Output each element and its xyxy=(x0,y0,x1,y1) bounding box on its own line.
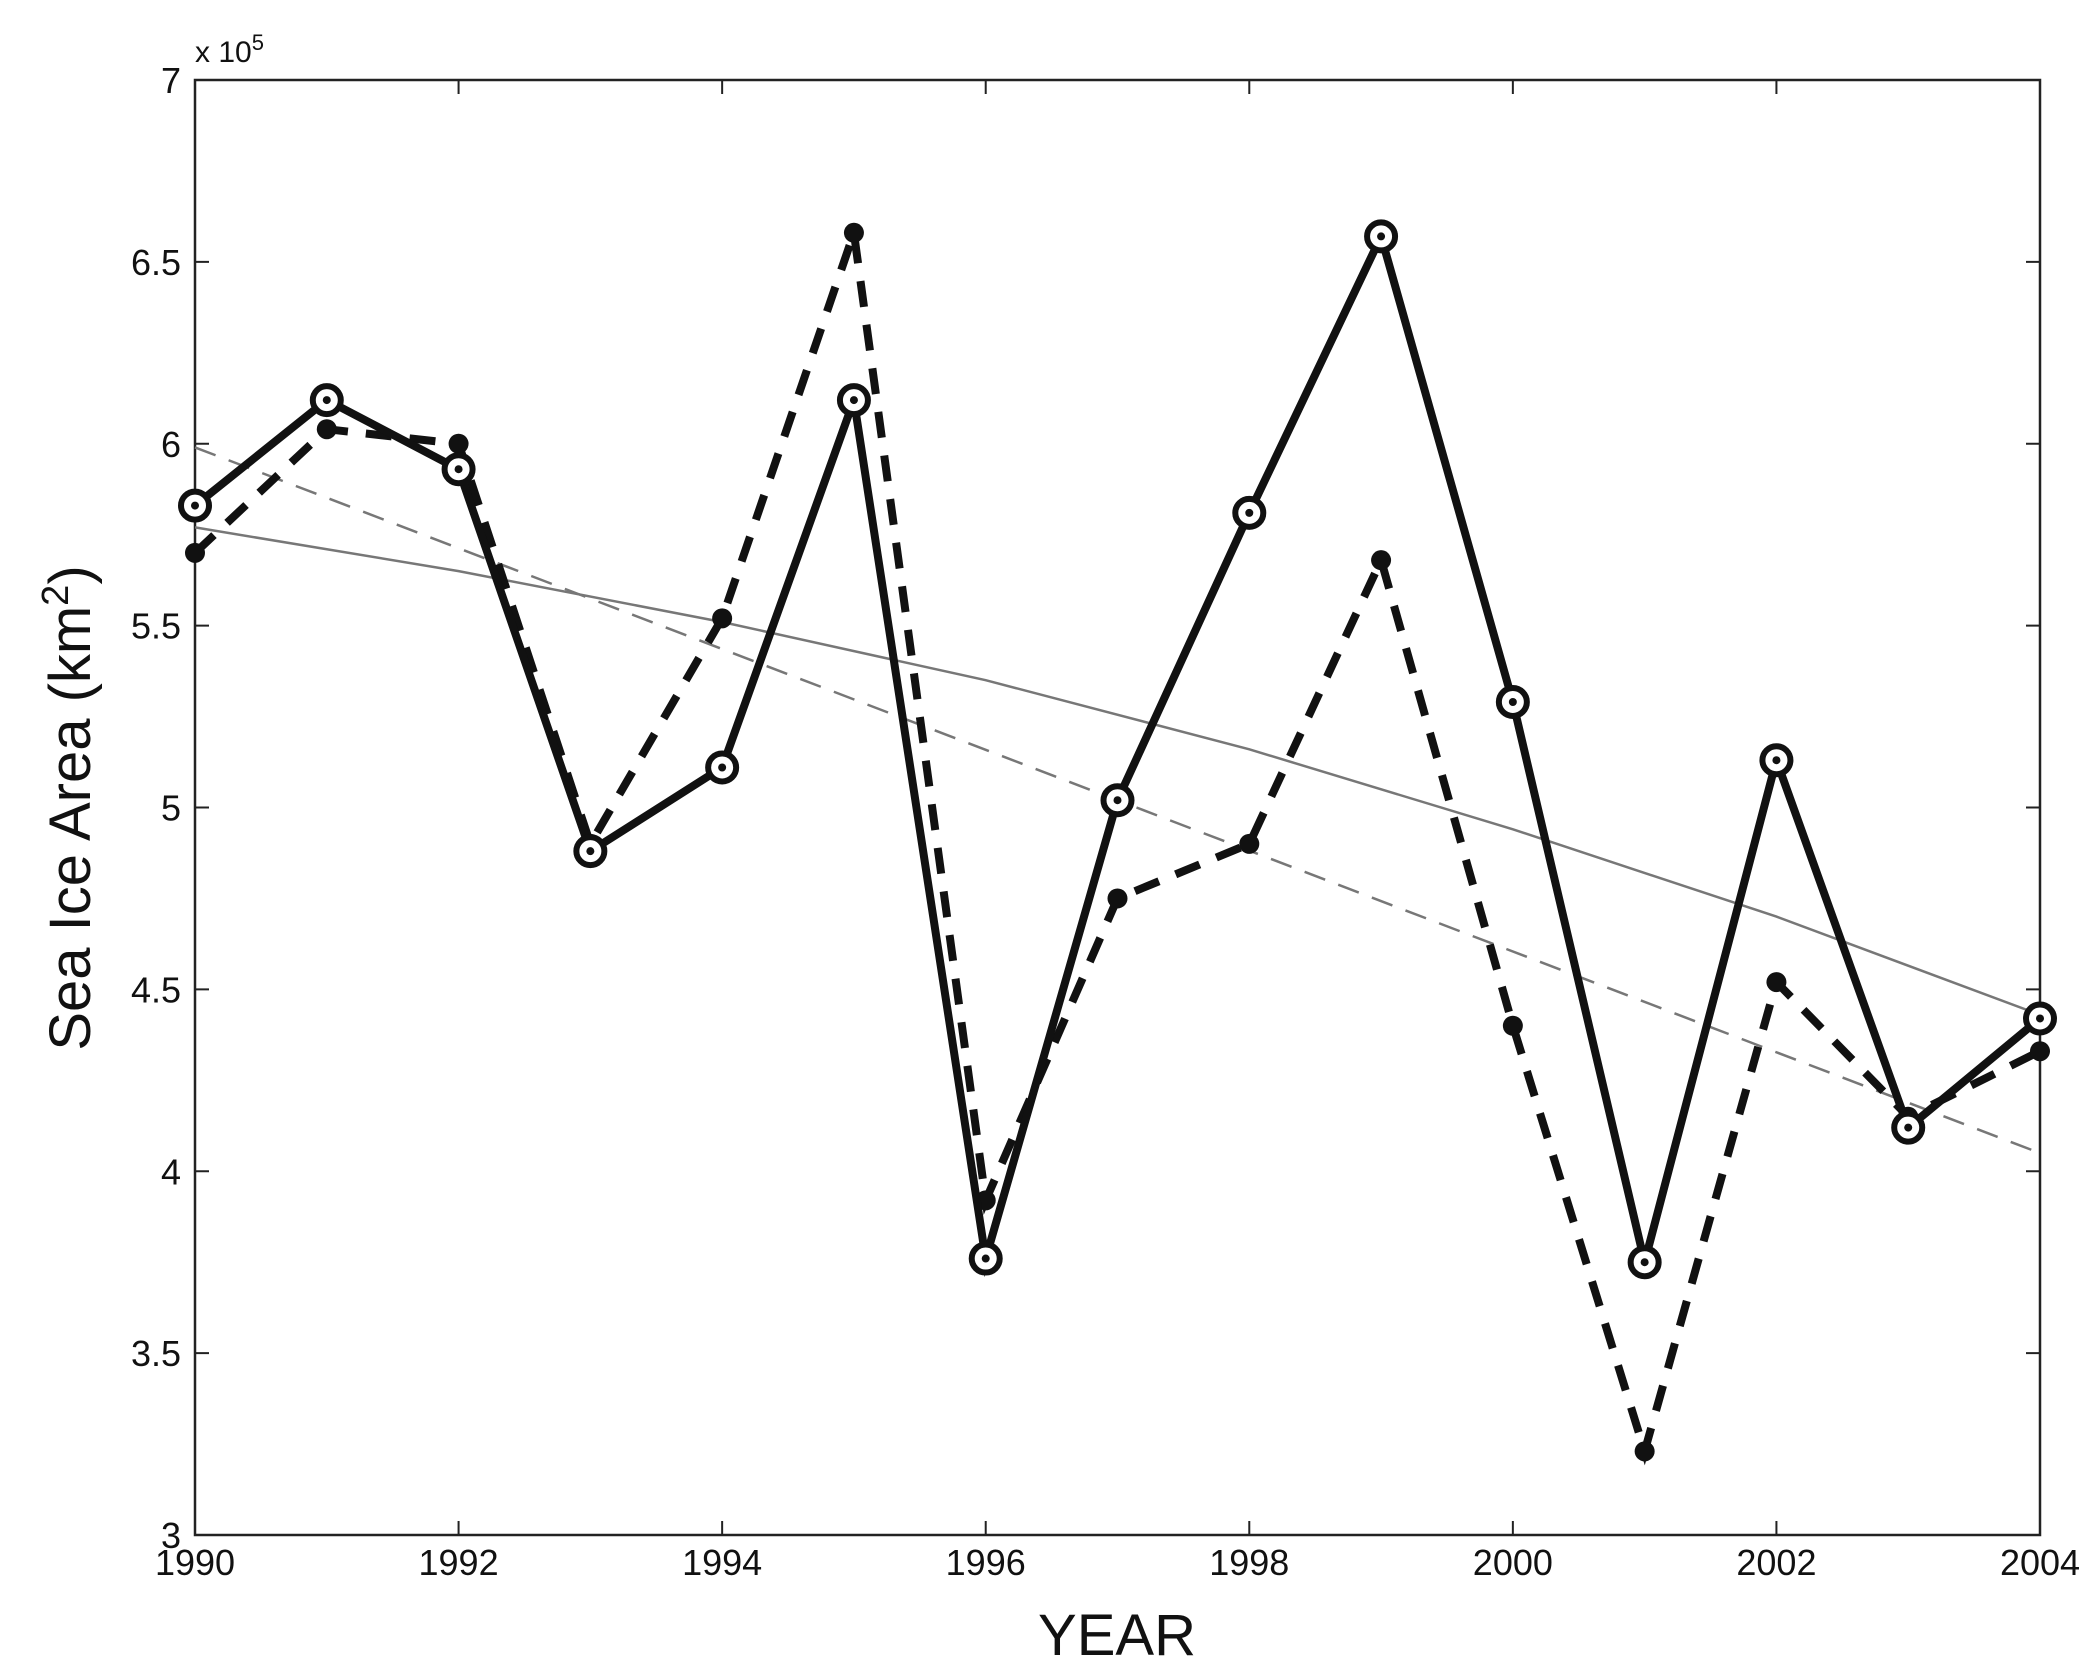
y-multiplier-exponent: 5 xyxy=(252,30,264,55)
series-dashed-point xyxy=(712,608,733,629)
series-dashed-point xyxy=(1107,888,1128,909)
y-tick-label: 5 xyxy=(161,788,181,829)
series-dashed-point xyxy=(185,542,205,563)
y-axis-title: Sea Ice Area (km2) xyxy=(35,565,103,1050)
series-dashed-point xyxy=(1766,972,1787,993)
y-tick-label: 6.5 xyxy=(131,242,181,283)
series-solid-point-center xyxy=(322,396,331,405)
x-tick-label: 2000 xyxy=(1473,1542,1553,1583)
series-solid-point-center xyxy=(1245,508,1254,517)
series-solid-point-center xyxy=(1904,1123,1913,1132)
y-axis-title-close: ) xyxy=(38,565,103,584)
series-dashed-point xyxy=(448,433,469,454)
y-axis-ticks: 3 3.5 4 4.5 5 5.5 6 6.5 7 xyxy=(131,60,2040,1556)
series-dashed-point xyxy=(2030,1041,2050,1062)
x-axis-ticks: 1990 1992 1994 1996 1998 2000 2002 2004 xyxy=(155,80,2080,1583)
series-solid-line xyxy=(192,225,2043,1279)
series-dashed-point xyxy=(1239,833,1260,854)
x-tick-label: 2004 xyxy=(2000,1542,2080,1583)
x-axis-title: YEAR xyxy=(1038,1603,1196,1668)
series-solid-point-center xyxy=(2036,1014,2044,1023)
series-solid-point-center xyxy=(191,501,199,510)
series-solid-point-center xyxy=(981,1254,990,1263)
y-axis-multiplier: x 105 xyxy=(195,30,264,69)
y-tick-label: 4.5 xyxy=(131,969,181,1010)
series-dashed-point xyxy=(843,222,864,243)
y-multiplier-base: x 10 xyxy=(195,36,252,69)
y-tick-label: 3.5 xyxy=(131,1333,181,1374)
series-solid-point-center xyxy=(1640,1258,1649,1267)
y-axis-title-superscript: 2 xyxy=(35,585,77,606)
series-solid-point-center xyxy=(718,763,727,772)
series-dashed-point xyxy=(1502,1015,1523,1036)
series-dashed-point xyxy=(316,419,337,440)
series-dashed-line xyxy=(192,215,2042,1466)
x-tick-label: 1996 xyxy=(946,1542,1026,1583)
x-tick-label: 2002 xyxy=(1736,1542,1816,1583)
series-solid-point-center xyxy=(586,847,595,856)
y-axis-title-main: Sea Ice Area (km xyxy=(38,606,103,1051)
y-tick-label: 5.5 xyxy=(131,606,181,647)
y-tick-label: 6 xyxy=(161,424,181,465)
series-solid-point-center xyxy=(1377,232,1386,241)
series-dashed-point xyxy=(1371,550,1392,571)
series-solid-point-center xyxy=(1113,796,1122,805)
x-tick-label: 1990 xyxy=(155,1542,235,1583)
y-tick-label: 7 xyxy=(161,60,181,101)
series-layer xyxy=(178,215,2057,1466)
y-tick-label: 3 xyxy=(161,1515,181,1556)
x-tick-label: 1998 xyxy=(1209,1542,1289,1583)
x-tick-label: 1994 xyxy=(682,1542,762,1583)
series-solid-point-center xyxy=(1508,698,1517,707)
series-solid-point-center xyxy=(849,396,858,405)
trend-line-solid-line xyxy=(194,526,2041,1016)
series-solid-point-center xyxy=(454,465,463,474)
x-tick-label: 1992 xyxy=(419,1542,499,1583)
y-tick-label: 4 xyxy=(161,1151,181,1192)
series-solid-point-center xyxy=(1772,756,1781,765)
series-dashed-point xyxy=(1634,1441,1655,1462)
